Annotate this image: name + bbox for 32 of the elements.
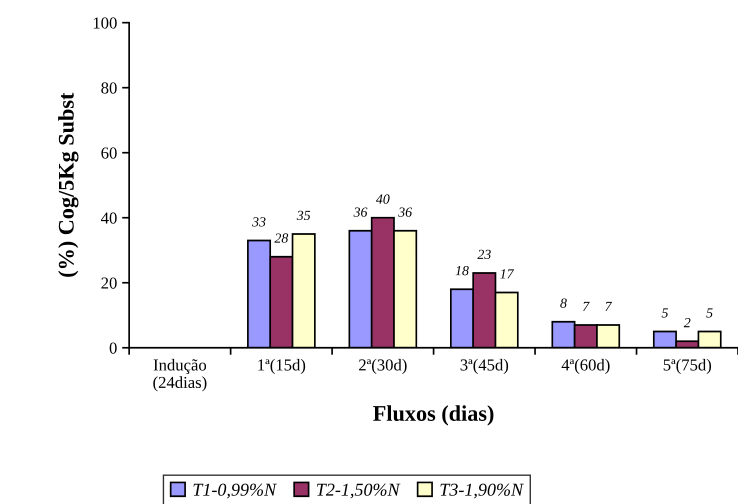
data-label: 36 bbox=[354, 207, 368, 217]
x-tick-label: 3ª(45d) bbox=[460, 358, 508, 374]
data-label: 8 bbox=[560, 298, 567, 308]
data-label: 5 bbox=[662, 308, 668, 318]
data-label: 7 bbox=[583, 302, 590, 311]
data-label: 2 bbox=[684, 318, 690, 328]
legend-label: T1-0,99%N bbox=[194, 484, 277, 498]
legend-label: T2-1,50%N bbox=[316, 484, 400, 498]
data-label: 33 bbox=[252, 217, 266, 227]
y-axis-title: (%) Cog/5Kg Subst bbox=[58, 92, 78, 277]
data-label: 18 bbox=[456, 266, 469, 276]
x-tick-label: 2ª(30d) bbox=[359, 358, 407, 374]
legend-label: T3-1,90%N bbox=[440, 484, 524, 498]
x-axis-title: Fluxos (dias) bbox=[373, 405, 494, 426]
y-tick-label: 100 bbox=[94, 17, 117, 29]
x-tick-label: 1ª(15d) bbox=[258, 358, 306, 374]
x-tick-label: 4ª(60d) bbox=[562, 358, 610, 374]
data-label: 28 bbox=[274, 233, 288, 243]
data-label: 36 bbox=[398, 207, 412, 217]
data-label: 23 bbox=[477, 250, 491, 260]
data-label: 7 bbox=[605, 302, 612, 311]
data-label: 5 bbox=[706, 308, 713, 318]
y-tick-label: 40 bbox=[101, 212, 117, 224]
data-label: 40 bbox=[376, 194, 390, 204]
data-label: 17 bbox=[500, 269, 514, 278]
y-tick-label: 20 bbox=[101, 277, 117, 289]
data-label: 35 bbox=[296, 210, 310, 220]
x-tick-label: 5ª(75d) bbox=[664, 358, 712, 374]
y-tick-label: 60 bbox=[101, 147, 117, 159]
y-tick-label: 0 bbox=[110, 342, 117, 354]
x-tick-label: Indução (24dias) bbox=[153, 358, 206, 392]
y-tick-label: 80 bbox=[101, 82, 117, 94]
